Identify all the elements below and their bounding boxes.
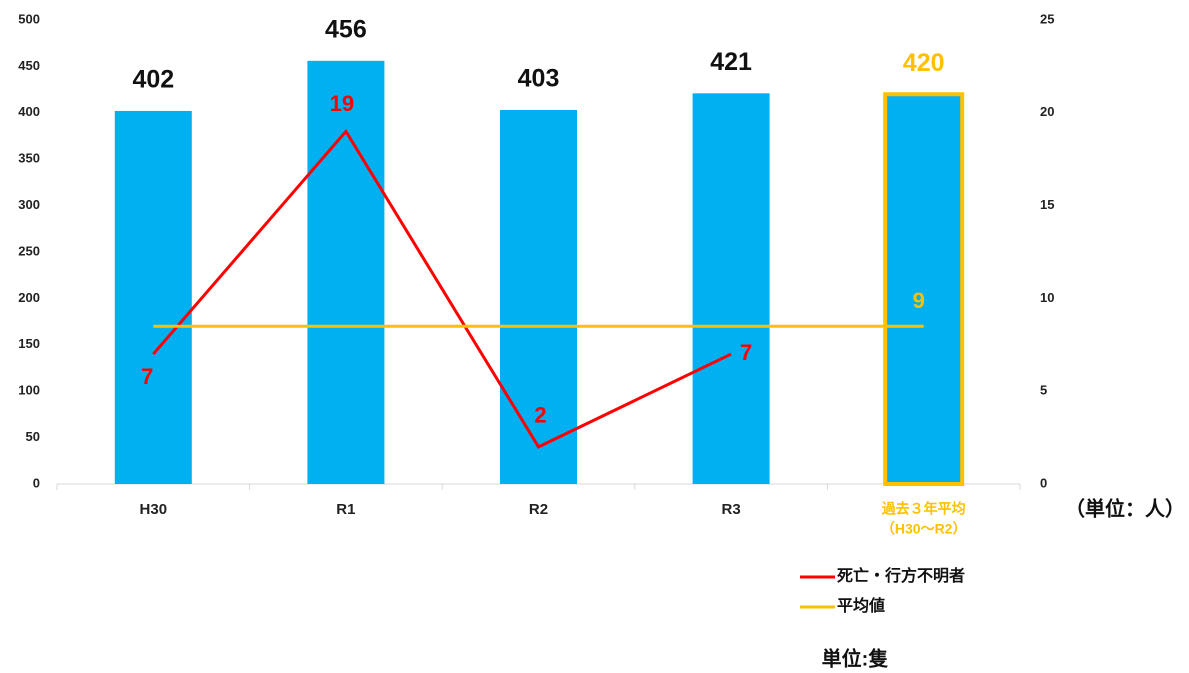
y2-tick-label: 20 <box>1040 104 1054 119</box>
line-value-label: 7 <box>740 340 752 365</box>
bar-value-label: 420 <box>903 49 945 77</box>
legend-label: 平均値 <box>837 596 885 615</box>
y-tick-label: 250 <box>18 243 40 258</box>
x-tick-label: （H30～R2） <box>881 521 967 537</box>
y-tick-label: 150 <box>18 336 40 351</box>
y-tick-label: 100 <box>18 383 40 398</box>
y-tick-label: 450 <box>18 58 40 73</box>
legend-label: 死亡・行方不明者 <box>837 566 965 585</box>
y-tick-label: 300 <box>18 197 40 212</box>
y2-tick-label: 10 <box>1040 290 1054 305</box>
y2-tick-label: 15 <box>1040 197 1054 212</box>
y-tick-label: 500 <box>18 11 40 26</box>
y-tick-label: 350 <box>18 151 40 166</box>
bar <box>307 60 385 484</box>
line-value-label: 9 <box>913 288 925 313</box>
y-tick-label: 400 <box>18 104 40 119</box>
y2-tick-label: 25 <box>1040 11 1054 26</box>
line <box>152 128 732 449</box>
line-value-label: 7 <box>141 364 153 389</box>
bar <box>114 110 192 484</box>
x-tick-label: H30 <box>140 501 168 518</box>
unit-label: 単位:隻 <box>822 646 889 670</box>
bar-value-label: 403 <box>518 65 560 93</box>
x-tick-label: R1 <box>336 501 355 518</box>
bar <box>500 110 577 485</box>
y-tick-label: 50 <box>26 429 40 444</box>
bar-value-label: 421 <box>710 48 752 76</box>
bar-value-label: 402 <box>132 66 174 94</box>
x-tick-label: R2 <box>529 501 548 518</box>
line-value-label: 19 <box>330 91 354 116</box>
unit-label: （単位：人） <box>1065 496 1185 520</box>
bar <box>692 93 770 484</box>
bar-value-label: 456 <box>325 15 367 43</box>
y-tick-label: 200 <box>18 290 40 305</box>
y2-tick-label: 5 <box>1040 383 1047 398</box>
x-tick-label: 過去３年平均 <box>881 501 966 517</box>
x-tick-label: R3 <box>722 501 741 518</box>
bar <box>883 92 965 487</box>
line-value-label: 2 <box>534 403 546 428</box>
y-tick-label: 0 <box>33 475 40 490</box>
y2-tick-label: 0 <box>1040 475 1047 490</box>
